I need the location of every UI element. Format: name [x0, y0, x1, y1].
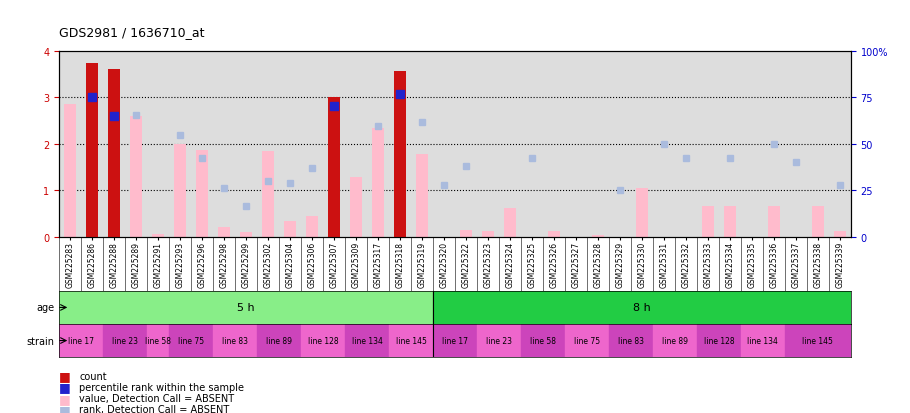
Bar	[213, 324, 257, 357]
Text: line 145: line 145	[396, 336, 427, 345]
Bar	[394, 72, 406, 237]
Bar	[59, 291, 433, 324]
Bar	[86, 64, 98, 237]
Text: line 128: line 128	[703, 336, 734, 345]
Text: percentile rank within the sample: percentile rank within the sample	[79, 382, 244, 392]
Bar	[64, 105, 76, 237]
Bar	[702, 206, 714, 237]
Text: GDS2981 / 1636710_at: GDS2981 / 1636710_at	[59, 26, 205, 39]
Bar	[477, 324, 521, 357]
Text: ■: ■	[59, 380, 71, 394]
Bar	[240, 233, 252, 237]
Bar	[257, 324, 301, 357]
Bar	[768, 206, 780, 237]
Bar	[301, 324, 345, 357]
Bar	[433, 291, 851, 324]
Bar	[350, 177, 362, 237]
Bar	[152, 234, 164, 237]
Text: line 145: line 145	[803, 336, 834, 345]
Bar	[812, 206, 824, 237]
Text: rank, Detection Call = ABSENT: rank, Detection Call = ABSENT	[79, 404, 229, 413]
Text: age: age	[36, 303, 55, 313]
Bar	[284, 221, 296, 237]
Text: line 75: line 75	[178, 336, 204, 345]
Text: line 83: line 83	[222, 336, 248, 345]
Text: line 58: line 58	[145, 336, 171, 345]
Text: line 128: line 128	[308, 336, 339, 345]
Text: line 134: line 134	[351, 336, 382, 345]
Bar	[521, 324, 565, 357]
Text: value, Detection Call = ABSENT: value, Detection Call = ABSENT	[79, 393, 234, 403]
Bar	[834, 231, 846, 237]
Bar	[653, 324, 697, 357]
Bar	[592, 235, 604, 237]
Bar	[328, 98, 340, 237]
Text: line 89: line 89	[662, 336, 688, 345]
Bar	[609, 324, 653, 357]
Bar	[723, 206, 736, 237]
Bar	[433, 324, 477, 357]
Bar	[147, 324, 169, 357]
Bar	[372, 128, 384, 237]
Text: line 23: line 23	[112, 336, 138, 345]
Bar	[174, 145, 187, 237]
Text: line 75: line 75	[574, 336, 600, 345]
Bar	[741, 324, 785, 357]
Text: 5 h: 5 h	[238, 303, 255, 313]
Text: line 134: line 134	[747, 336, 778, 345]
Bar	[108, 70, 120, 237]
Text: count: count	[79, 371, 106, 381]
Bar	[218, 227, 230, 237]
Bar	[697, 324, 741, 357]
Text: ■: ■	[59, 403, 71, 413]
Text: 8 h: 8 h	[633, 303, 651, 313]
Bar	[130, 116, 142, 237]
Bar	[636, 189, 648, 237]
Bar	[306, 216, 318, 237]
Bar	[460, 230, 472, 237]
Bar	[548, 231, 560, 237]
Text: ■: ■	[59, 392, 71, 405]
Bar	[169, 324, 213, 357]
Bar	[59, 324, 103, 357]
Text: ■: ■	[59, 369, 71, 382]
Bar	[345, 324, 389, 357]
Text: line 17: line 17	[442, 336, 468, 345]
Bar	[196, 151, 208, 237]
Text: line 58: line 58	[530, 336, 556, 345]
Text: line 17: line 17	[68, 336, 94, 345]
Bar	[482, 231, 494, 237]
Bar	[262, 152, 274, 237]
Text: strain: strain	[26, 336, 55, 346]
Text: line 89: line 89	[266, 336, 292, 345]
Bar	[504, 208, 516, 237]
Bar	[103, 324, 147, 357]
Text: line 23: line 23	[486, 336, 512, 345]
Bar	[784, 324, 851, 357]
Bar	[416, 155, 428, 237]
Bar	[565, 324, 609, 357]
Text: line 83: line 83	[618, 336, 644, 345]
Bar	[389, 324, 433, 357]
